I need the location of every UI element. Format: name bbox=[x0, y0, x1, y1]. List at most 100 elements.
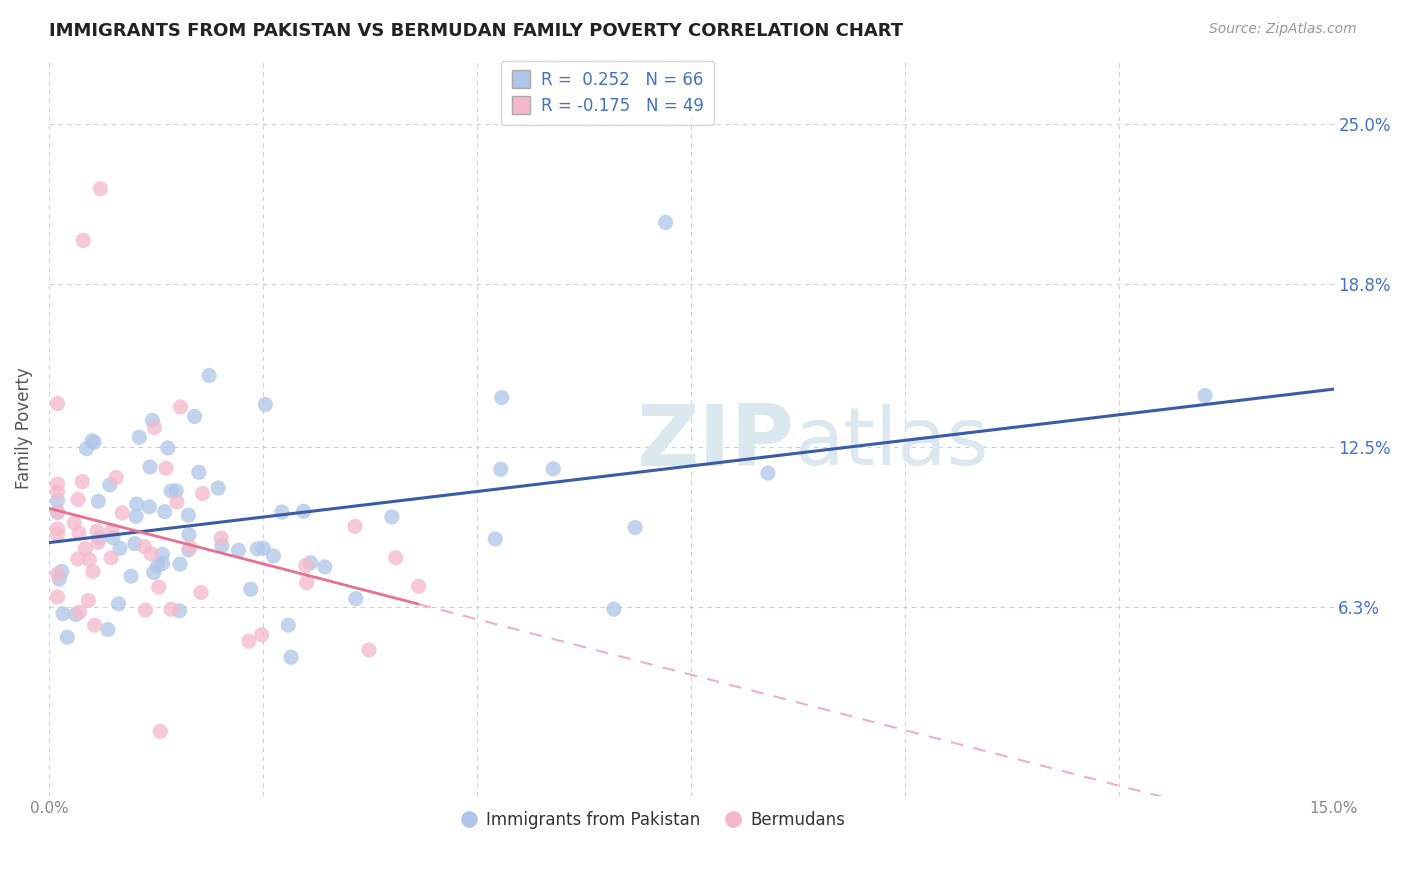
Point bbox=[87, 535, 110, 549]
Point bbox=[381, 509, 404, 524]
Point bbox=[134, 603, 156, 617]
Point bbox=[280, 650, 302, 665]
Point bbox=[149, 724, 172, 739]
Point bbox=[46, 493, 69, 508]
Point bbox=[239, 582, 262, 597]
Point bbox=[198, 368, 221, 383]
Point bbox=[484, 532, 506, 546]
Point bbox=[169, 604, 191, 618]
Point bbox=[67, 526, 90, 541]
Point bbox=[603, 602, 626, 616]
Point bbox=[77, 593, 100, 607]
Point bbox=[125, 497, 148, 511]
Point bbox=[87, 494, 110, 508]
Point bbox=[295, 575, 318, 590]
Point bbox=[177, 542, 200, 557]
Point bbox=[67, 605, 90, 619]
Point bbox=[148, 580, 170, 594]
Point bbox=[155, 461, 177, 475]
Point bbox=[254, 398, 277, 412]
Point bbox=[139, 547, 162, 561]
Point bbox=[63, 516, 86, 530]
Point bbox=[46, 505, 69, 519]
Point bbox=[46, 590, 69, 604]
Point bbox=[97, 623, 120, 637]
Point bbox=[52, 607, 75, 621]
Text: ZIP: ZIP bbox=[637, 401, 794, 484]
Point bbox=[46, 522, 69, 536]
Point bbox=[191, 486, 214, 500]
Point bbox=[228, 543, 250, 558]
Point bbox=[270, 505, 292, 519]
Point bbox=[89, 182, 111, 196]
Point bbox=[169, 400, 191, 414]
Point bbox=[98, 478, 121, 492]
Point bbox=[51, 564, 73, 578]
Point bbox=[141, 413, 163, 427]
Point bbox=[357, 643, 380, 657]
Point bbox=[238, 634, 260, 648]
Point bbox=[100, 550, 122, 565]
Point bbox=[277, 618, 299, 632]
Point bbox=[654, 215, 676, 229]
Point bbox=[124, 536, 146, 550]
Point bbox=[75, 442, 97, 456]
Point bbox=[344, 591, 367, 606]
Point bbox=[101, 531, 124, 545]
Point bbox=[165, 483, 187, 498]
Point bbox=[160, 602, 183, 616]
Point bbox=[65, 607, 87, 622]
Point bbox=[82, 565, 104, 579]
Point bbox=[89, 531, 111, 545]
Point bbox=[491, 391, 513, 405]
Point bbox=[46, 477, 69, 491]
Point bbox=[120, 569, 142, 583]
Point bbox=[79, 552, 101, 566]
Point bbox=[262, 549, 284, 563]
Text: IMMIGRANTS FROM PAKISTAN VS BERMUDAN FAMILY POVERTY CORRELATION CHART: IMMIGRANTS FROM PAKISTAN VS BERMUDAN FAM… bbox=[49, 22, 903, 40]
Point bbox=[209, 531, 232, 545]
Point bbox=[252, 541, 274, 556]
Text: atlas: atlas bbox=[794, 403, 988, 482]
Point bbox=[166, 495, 188, 509]
Point bbox=[489, 462, 512, 476]
Point bbox=[150, 547, 173, 561]
Point bbox=[46, 484, 69, 499]
Point bbox=[211, 539, 233, 553]
Point bbox=[105, 470, 128, 484]
Point bbox=[107, 597, 129, 611]
Point bbox=[128, 430, 150, 444]
Point bbox=[46, 567, 69, 582]
Point bbox=[177, 527, 200, 541]
Point bbox=[72, 475, 94, 489]
Point bbox=[292, 504, 315, 518]
Point bbox=[408, 579, 430, 593]
Point bbox=[56, 630, 79, 644]
Point bbox=[190, 585, 212, 599]
Point bbox=[156, 441, 179, 455]
Point bbox=[139, 459, 162, 474]
Point bbox=[125, 509, 148, 524]
Point bbox=[46, 396, 69, 410]
Point bbox=[46, 527, 69, 541]
Point bbox=[160, 483, 183, 498]
Point bbox=[86, 524, 108, 538]
Point bbox=[187, 466, 209, 480]
Point bbox=[67, 492, 90, 507]
Point bbox=[153, 505, 176, 519]
Point bbox=[207, 481, 229, 495]
Point bbox=[299, 556, 322, 570]
Point bbox=[179, 540, 201, 554]
Point bbox=[624, 520, 647, 534]
Point bbox=[152, 556, 174, 570]
Text: Source: ZipAtlas.com: Source: ZipAtlas.com bbox=[1209, 22, 1357, 37]
Point bbox=[246, 541, 269, 556]
Point bbox=[250, 628, 273, 642]
Y-axis label: Family Poverty: Family Poverty bbox=[15, 367, 32, 489]
Point bbox=[343, 519, 366, 533]
Point bbox=[183, 409, 205, 424]
Point bbox=[314, 560, 336, 574]
Point bbox=[134, 540, 156, 554]
Point bbox=[541, 462, 564, 476]
Point bbox=[384, 550, 406, 565]
